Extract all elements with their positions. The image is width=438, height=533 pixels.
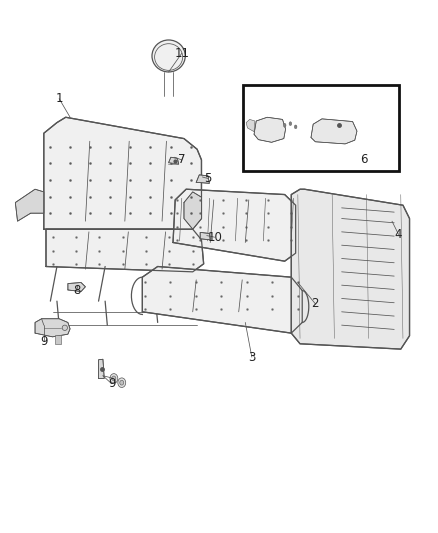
Text: 5: 5 [205, 172, 212, 185]
Polygon shape [15, 189, 44, 221]
Polygon shape [142, 266, 302, 333]
Polygon shape [291, 189, 410, 349]
Polygon shape [196, 175, 209, 183]
Text: 2: 2 [311, 297, 319, 310]
Text: 10: 10 [207, 231, 222, 244]
Ellipse shape [294, 125, 297, 128]
Ellipse shape [289, 122, 292, 126]
Text: 11: 11 [174, 47, 189, 60]
Ellipse shape [283, 124, 286, 127]
Polygon shape [169, 157, 179, 164]
Text: 7: 7 [178, 154, 186, 166]
Text: 3: 3 [248, 351, 255, 364]
Text: 1: 1 [55, 92, 63, 105]
Text: 4: 4 [395, 228, 403, 241]
Ellipse shape [110, 374, 118, 383]
Ellipse shape [62, 325, 67, 330]
Polygon shape [311, 119, 357, 144]
Ellipse shape [152, 40, 185, 72]
Polygon shape [99, 359, 104, 378]
Text: 8: 8 [73, 284, 80, 297]
Polygon shape [173, 189, 296, 261]
Text: 6: 6 [360, 154, 367, 166]
Bar [243, 85, 399, 171]
Polygon shape [200, 232, 210, 240]
Polygon shape [254, 117, 286, 142]
Polygon shape [55, 335, 61, 344]
Polygon shape [46, 229, 204, 272]
Ellipse shape [112, 376, 116, 381]
Text: 9: 9 [40, 335, 48, 348]
Polygon shape [184, 192, 201, 229]
Ellipse shape [118, 378, 126, 387]
Polygon shape [44, 117, 201, 229]
Polygon shape [68, 282, 85, 292]
Polygon shape [35, 319, 70, 337]
Text: 9: 9 [108, 377, 116, 390]
Ellipse shape [120, 381, 124, 385]
Polygon shape [246, 119, 255, 132]
